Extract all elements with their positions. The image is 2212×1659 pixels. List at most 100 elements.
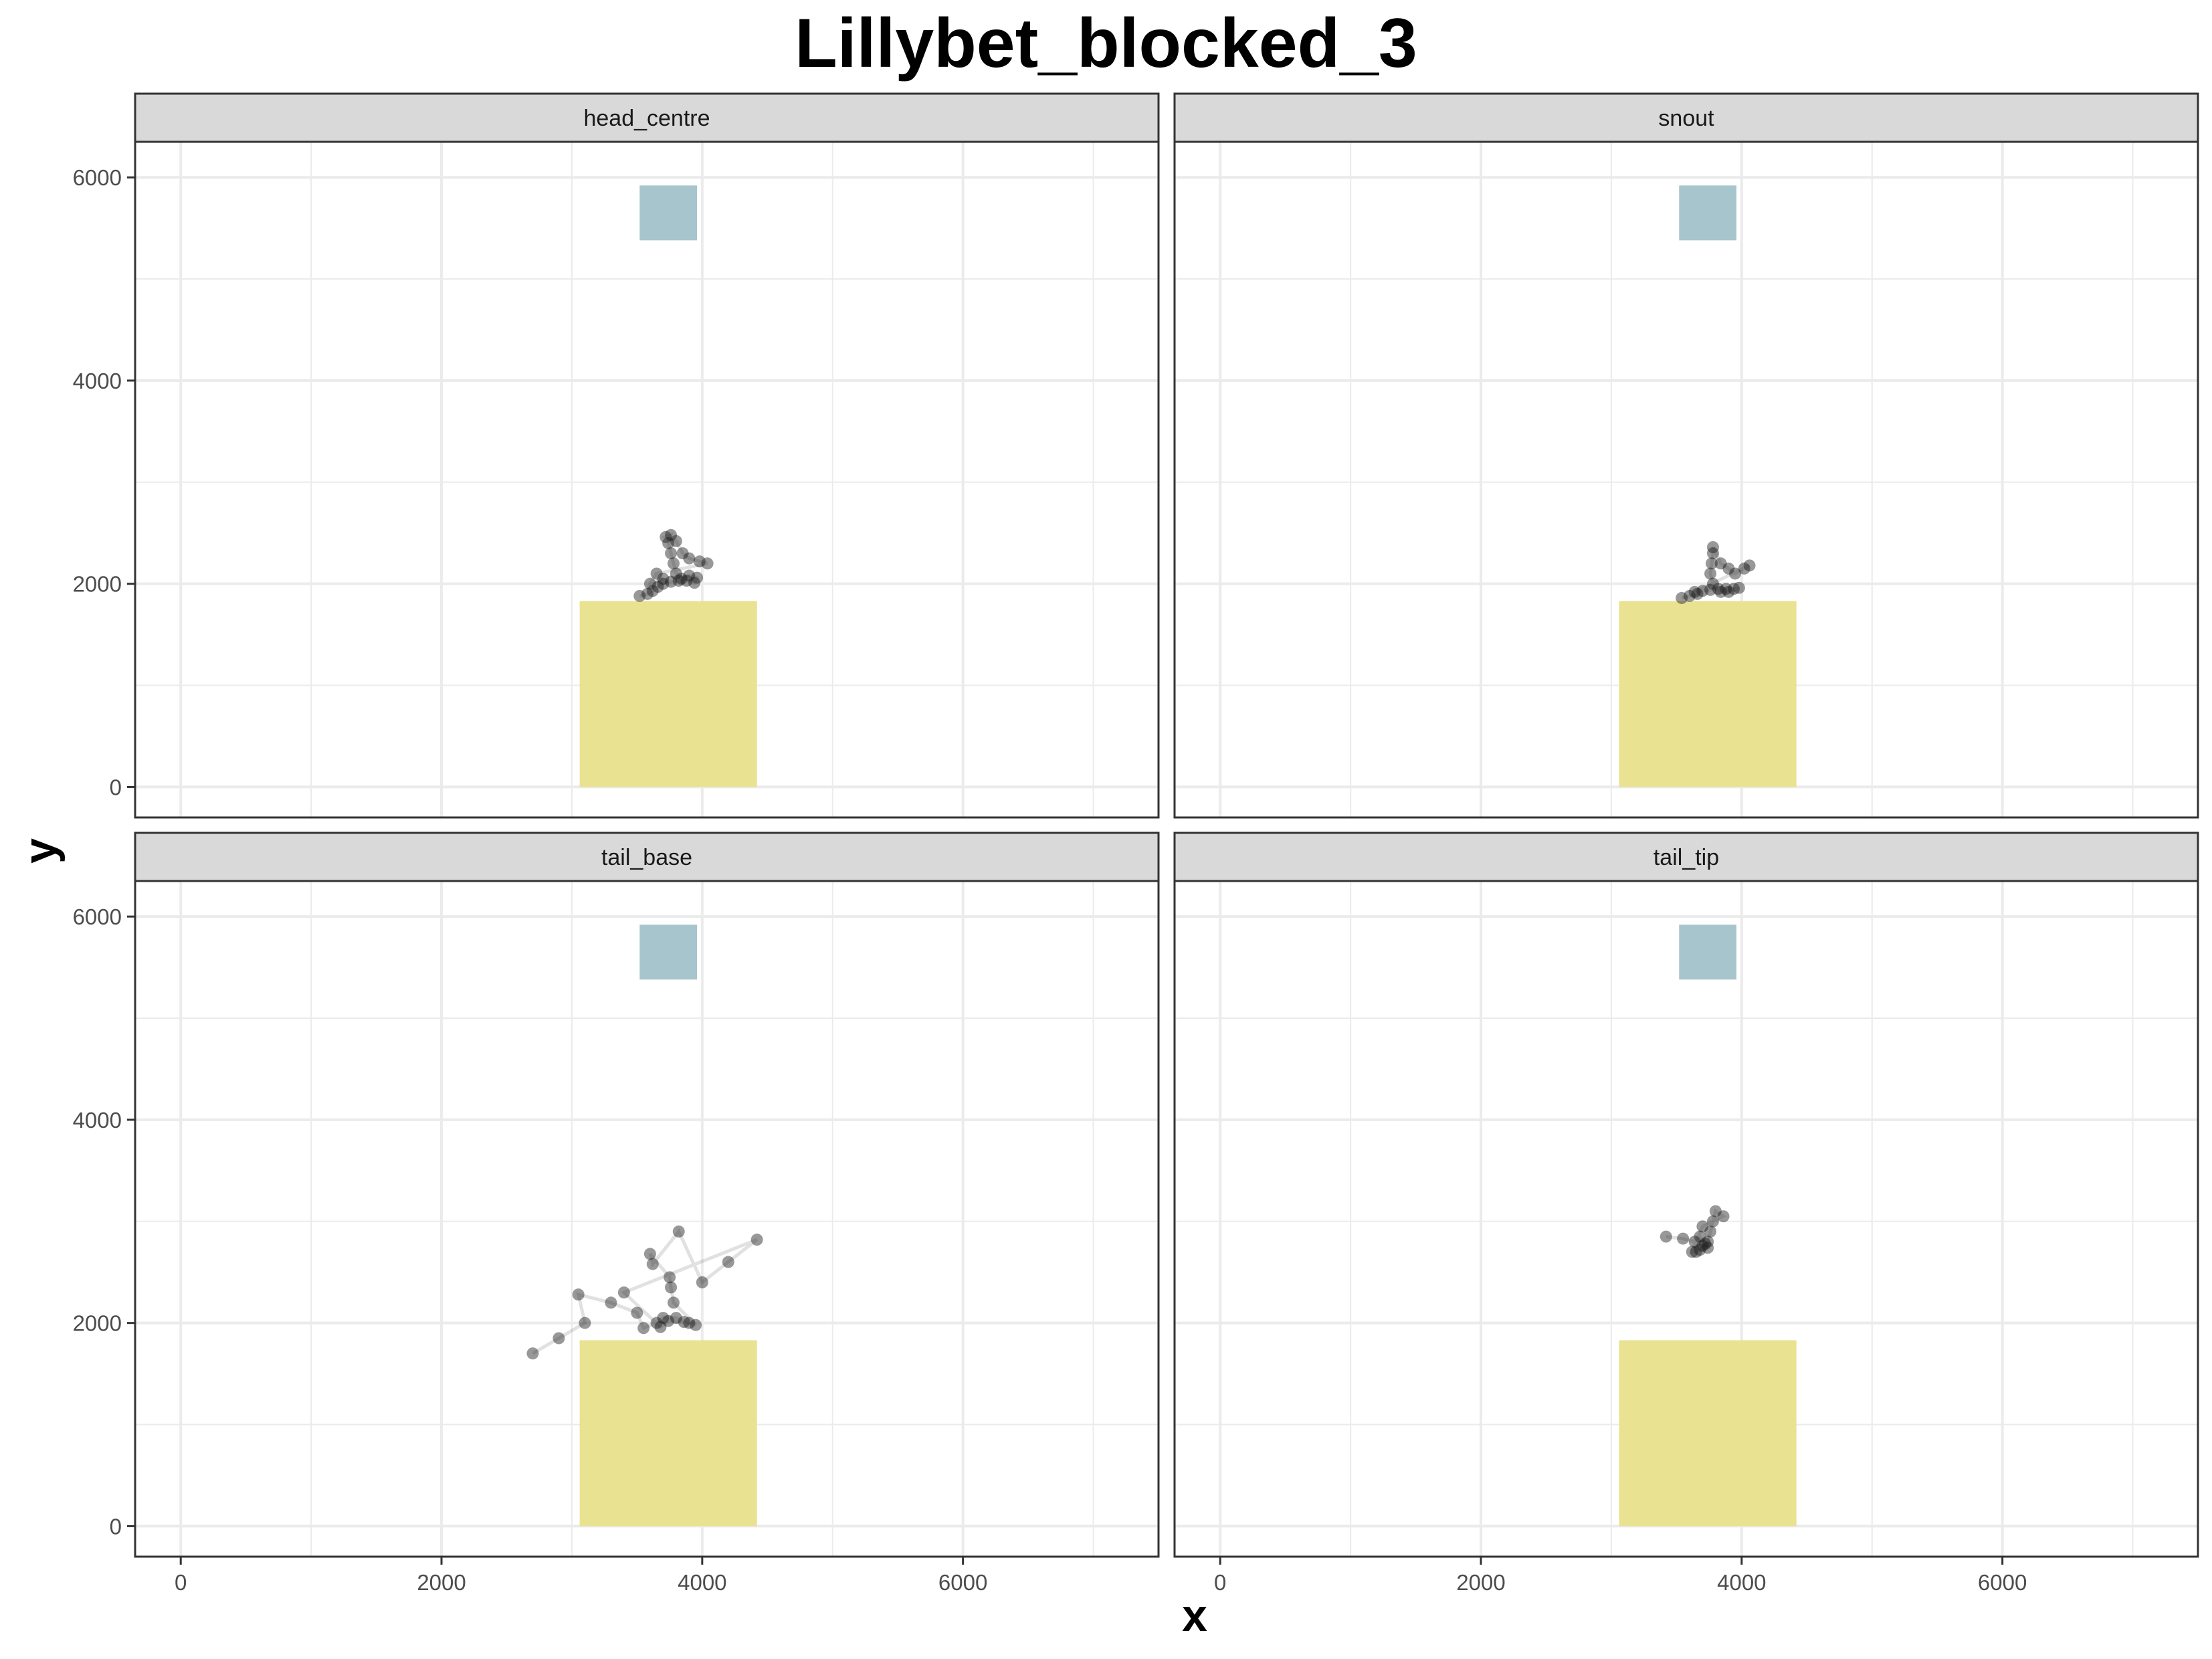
zone-yellow [579, 601, 757, 787]
panel-tail_base: tail_base 0 2000 4000 6000 0 2000 4000 6000 [73, 832, 1160, 1595]
data-point [678, 1316, 690, 1329]
data-point [646, 585, 659, 597]
y-tick-label: 4000 [73, 369, 122, 393]
trajectory-path [1666, 1208, 1727, 1255]
data-point [667, 557, 680, 570]
zone-blue [1679, 185, 1737, 241]
data-point [696, 1276, 708, 1288]
data-point [688, 577, 701, 589]
data-point [750, 1234, 763, 1246]
data-point [1704, 583, 1717, 596]
data-point [665, 547, 678, 560]
data-point [650, 1316, 663, 1329]
trajectory-path [1681, 546, 1750, 600]
data-point [1688, 1236, 1701, 1248]
data-point [1704, 567, 1717, 580]
data-point [1660, 1230, 1672, 1243]
x-tick-label: 6000 [1978, 1570, 2027, 1595]
facet-label: snout [1658, 106, 1714, 131]
data-point [1720, 583, 1732, 595]
x-tick-label: 2000 [417, 1570, 466, 1595]
data-point [1704, 1225, 1717, 1238]
data-point [1709, 1205, 1722, 1217]
data-point [1743, 559, 1756, 572]
facet-label: tail_base [601, 845, 692, 870]
x-axis-title: x [1182, 1590, 1207, 1641]
data-point [664, 1271, 676, 1284]
data-point [1706, 547, 1719, 560]
data-point [722, 1256, 734, 1268]
panel-head_centre: head_centre 0 2000 4000 6000 [73, 92, 1160, 819]
data-point [637, 1322, 650, 1335]
data-point [1722, 585, 1735, 598]
data-point [670, 534, 682, 547]
y-tick-label: 2000 [73, 1311, 122, 1336]
facet-strip [134, 92, 1160, 143]
data-point [1676, 591, 1688, 604]
data-point [1691, 587, 1704, 600]
facet-label: head_centre [583, 106, 710, 131]
data-point [1688, 585, 1701, 598]
data-point [1706, 557, 1718, 570]
data-point [667, 1296, 680, 1309]
data-point [670, 1312, 682, 1325]
data-point [1690, 1246, 1702, 1258]
data-point [1706, 1215, 1719, 1228]
x-tick-label: 6000 [938, 1570, 987, 1595]
data-point [665, 528, 678, 541]
data-point [651, 581, 664, 593]
data-point [1706, 577, 1719, 590]
data-point [1677, 1232, 1690, 1245]
data-point [552, 1332, 565, 1345]
zone-blue [639, 185, 698, 241]
zone-blue [639, 924, 698, 980]
panel-snout: snout [1173, 92, 2199, 819]
data-point [691, 571, 704, 584]
data-point [1696, 1220, 1709, 1233]
data-point [1729, 567, 1742, 580]
data-point [683, 569, 696, 582]
data-point [670, 567, 682, 580]
data-point [641, 587, 653, 600]
data-point [676, 547, 689, 560]
data-point [1738, 562, 1750, 575]
y-tick-label: 4000 [73, 1108, 122, 1133]
data-point [1706, 541, 1719, 553]
data-point [1699, 1238, 1712, 1250]
data-point [657, 573, 670, 585]
data-point [650, 567, 663, 580]
data-point [1717, 1210, 1730, 1223]
zone-yellow [1619, 1340, 1797, 1527]
x-tick-label: 2000 [1456, 1570, 1505, 1595]
y-tick-label: 2000 [73, 572, 122, 597]
data-point [1728, 583, 1740, 595]
data-point [1696, 1240, 1709, 1252]
facet-strip [1173, 92, 2199, 143]
data-point [690, 1319, 702, 1331]
data-point [1694, 1230, 1706, 1243]
data-point [1702, 1236, 1714, 1248]
data-point [617, 1286, 630, 1299]
zone-blue [1679, 924, 1737, 980]
data-point [1714, 557, 1727, 570]
x-tick-label: 0 [175, 1570, 187, 1595]
data-point [657, 1312, 670, 1325]
y-tick-label: 6000 [73, 904, 122, 929]
y-tick-label: 0 [110, 775, 122, 799]
data-point [657, 577, 670, 590]
data-point [1694, 1244, 1706, 1256]
data-point [1732, 581, 1745, 594]
data-point [660, 530, 672, 543]
chart-title: Lillybet_blocked_3 [795, 5, 1417, 82]
x-tick-label: 4000 [678, 1570, 726, 1595]
data-point [579, 1316, 591, 1329]
trajectory-path [639, 532, 708, 598]
data-point [672, 1225, 685, 1238]
data-point [683, 552, 696, 565]
data-point [662, 536, 675, 549]
data-point [693, 555, 706, 568]
data-point [1712, 583, 1724, 595]
data-point [1722, 562, 1735, 575]
data-point [1683, 589, 1696, 602]
